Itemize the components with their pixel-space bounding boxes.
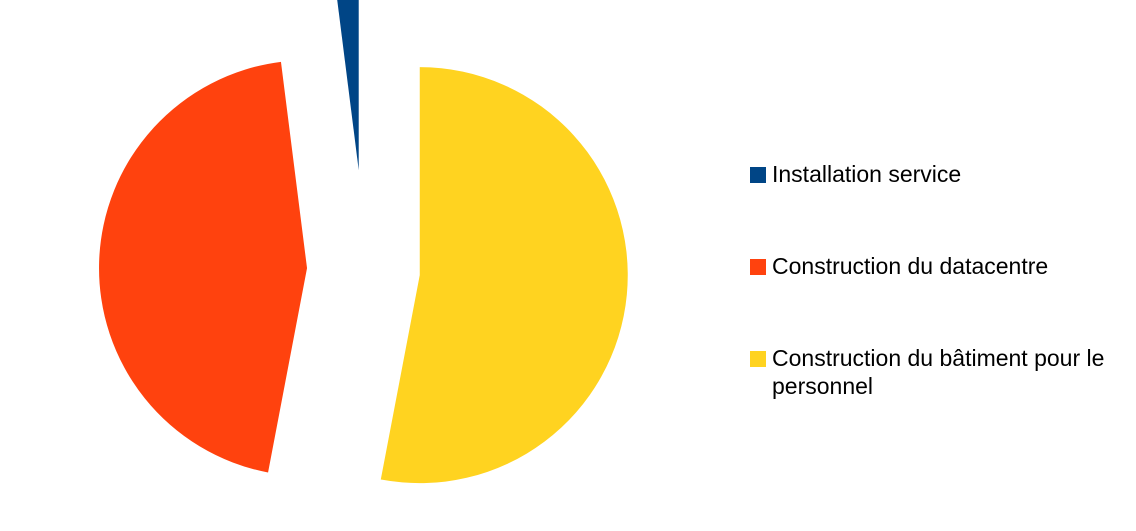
legend-swatch: [750, 167, 766, 183]
legend-swatch: [750, 351, 766, 367]
pie-chart: [99, 0, 628, 484]
pie-slices: [99, 0, 628, 484]
slice-installation-service: [337, 0, 359, 171]
legend-label: Construction du bâtiment pour le personn…: [772, 345, 1105, 399]
legend-item-installation-service: Installation service: [750, 160, 1130, 188]
legend: Installation service Construction du dat…: [750, 160, 1130, 400]
legend-item-construction-batiment: Construction du bâtiment pour le personn…: [750, 344, 1130, 400]
legend-label: Installation service: [772, 161, 962, 187]
slice-construction-batiment: [380, 67, 628, 484]
legend-item-construction-datacentre: Construction du datacentre: [750, 252, 1130, 280]
slice-construction-datacentre: [99, 61, 308, 473]
legend-swatch: [750, 259, 766, 275]
legend-label: Construction du datacentre: [772, 253, 1049, 279]
